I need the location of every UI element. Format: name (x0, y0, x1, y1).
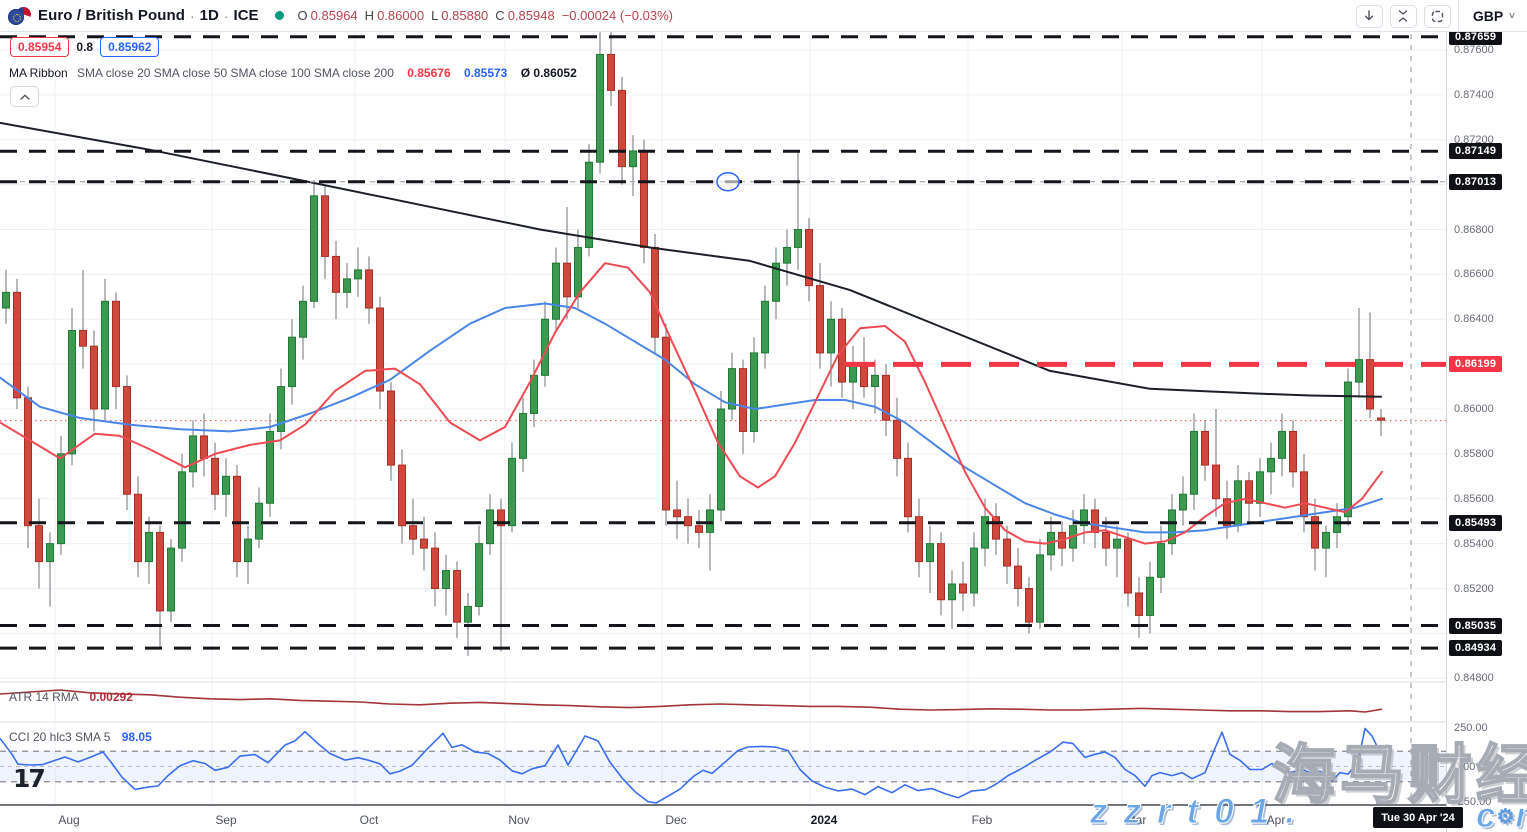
open-value: 0.85964 (310, 8, 358, 23)
price-tick-label: 0.85800 (1454, 448, 1494, 460)
low-key: L (431, 8, 439, 23)
month-label: Aug (58, 813, 80, 827)
level-price-label: 0.85035 (1449, 618, 1503, 634)
chevron-down-icon: ˅ (1509, 10, 1515, 22)
scroll-to-recent-button[interactable] (1355, 4, 1383, 28)
timeframe-label[interactable]: 1D (199, 7, 219, 24)
candlestick-series (2, 32, 1385, 656)
price-tick-label: 0.85200 (1454, 583, 1494, 595)
spread-value: 0.8 (76, 40, 94, 54)
legend-collapse-button[interactable] (10, 86, 39, 107)
ma-average-label: Ø 0.86052 (520, 66, 577, 80)
fullscreen-button[interactable] (1423, 4, 1451, 28)
market-open-icon (274, 11, 284, 20)
chevron-up-icon (19, 94, 30, 100)
low-value: 0.85880 (441, 8, 489, 23)
high-key: H (364, 8, 375, 23)
atr-value: 0.00292 (89, 690, 133, 704)
level-price-label: 0.85493 (1449, 515, 1503, 531)
open-key: O (297, 8, 308, 23)
month-label: Dec (665, 813, 687, 827)
atr-series (0, 689, 1383, 713)
sma20-value: 0.85676 (407, 66, 451, 80)
price-axis[interactable]: 0.87600 0.87400 0.87200 0.86800 0.86600 0.864… (1446, 0, 1527, 832)
separator-dot: · (190, 7, 195, 24)
month-label: 2024 (810, 813, 838, 827)
price-tick-label: 0.87600 (1454, 44, 1494, 56)
time-axis[interactable]: Aug Sep Oct Nov Dec 2024 Feb Mar Apr (0, 804, 1527, 832)
close-key: C (495, 8, 505, 23)
month-label: Apr (1266, 813, 1286, 827)
cci-tick-label: -250.00 (1454, 796, 1492, 808)
price-tick-label: 0.87400 (1454, 89, 1494, 101)
cci-name: CCI 20 hlc3 SMA 5 (9, 730, 111, 744)
price-tick-label: 0.85400 (1454, 538, 1494, 550)
ma-ribbon-name: MA Ribbon (9, 66, 68, 80)
price-tick-label: 0.86400 (1454, 313, 1494, 325)
month-label: Nov (508, 813, 530, 827)
arrow-down-icon (1365, 10, 1374, 21)
high-value: 0.86000 (377, 8, 425, 23)
month-label: Sep (215, 813, 237, 827)
line-drag-handle (716, 171, 740, 192)
level-price-label: 0.86199 (1449, 356, 1503, 372)
level-price-label: 0.84934 (1449, 640, 1503, 656)
sma20-line (0, 262, 1383, 545)
cci-tick-label: 0.00 (1454, 761, 1476, 773)
exchange-label[interactable]: ICE (233, 7, 259, 24)
month-label: Feb (971, 813, 993, 827)
level-price-label: 0.87013 (1449, 174, 1503, 190)
bid-price-box[interactable]: 0.85954 (10, 37, 70, 57)
sma200-line (0, 121, 1382, 398)
currency-selector[interactable]: GBP ˅ (1457, 0, 1527, 32)
collapse-chevrons-icon (1399, 10, 1408, 22)
ma-ribbon-params: SMA close 20 SMA close 50 SMA close 100 … (77, 66, 394, 80)
atr-name: ATR 14 RMA (9, 690, 79, 704)
change-value: −0.00024 (−0.03%) (561, 8, 673, 23)
month-label: Mar (1125, 813, 1147, 827)
ohlc-readout: O 0.85964 H 0.86000 L 0.85880 C 0.85948 … (298, 8, 673, 23)
separator-dot: · (223, 7, 229, 24)
month-label: Oct (359, 813, 379, 827)
fullscreen-icon (1431, 10, 1444, 22)
price-tick-label: 0.85600 (1454, 493, 1494, 505)
price-tick-label: 0.86600 (1454, 268, 1494, 280)
level-price-label: 0.87659 (1449, 29, 1503, 45)
cci-value: 98.05 (121, 730, 152, 744)
bid-ask-row: 0.85954 0.8 0.85962 (10, 37, 160, 57)
price-tick-label: 0.86800 (1454, 224, 1494, 236)
atr-legend[interactable]: ATR 14 RMA 0.00292 (9, 690, 133, 704)
symbol-toolbar: Euro / British Pound · 1D · ICE O 0.8596… (0, 0, 1527, 32)
level-price-label: 0.87149 (1449, 143, 1503, 159)
cci-series (0, 727, 1384, 804)
sma50-line (0, 302, 1383, 534)
price-tick-label: 0.86000 (1454, 403, 1494, 415)
tradingview-logo[interactable]: 17 (13, 764, 46, 793)
collapse-panes-button[interactable] (1389, 4, 1417, 28)
ma-ribbon-legend[interactable]: MA Ribbon SMA close 20 SMA close 50 SMA … (9, 66, 577, 80)
price-tick-label: 0.84800 (1454, 672, 1494, 684)
cci-legend[interactable]: CCI 20 hlc3 SMA 5 98.05 (9, 730, 152, 744)
sma50-value: 0.85573 (463, 66, 508, 80)
close-value: 0.85948 (507, 8, 555, 23)
symbol-pair-icon (8, 6, 31, 26)
symbol-title[interactable]: Euro / British Pound (38, 7, 185, 24)
cci-tick-label: 250.00 (1454, 722, 1488, 734)
ask-price-box[interactable]: 0.85962 (100, 37, 160, 57)
last-bar-date-label: Tue 30 Apr '24 (1373, 807, 1463, 828)
currency-label: GBP (1472, 8, 1504, 24)
